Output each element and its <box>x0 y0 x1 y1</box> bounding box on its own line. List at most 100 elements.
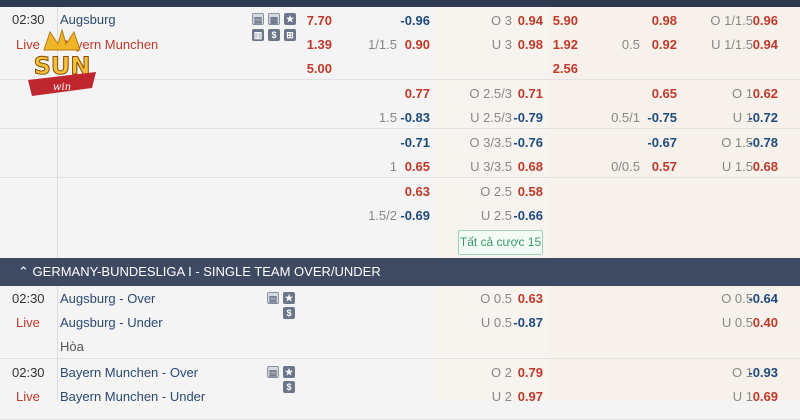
ft-1x2-odds[interactable]: 1.39 <box>306 37 332 52</box>
ft-over-under-odds[interactable]: -0.76 <box>513 135 543 150</box>
ht-handicap-line: 0/0.5 <box>611 159 640 174</box>
ft-over-under-line: O 2 <box>491 365 512 380</box>
ht-handicap-odds[interactable]: 0.65 <box>651 86 677 101</box>
ft-over-under-odds[interactable]: 0.71 <box>517 86 543 101</box>
ft-1x2-odds[interactable]: 7.70 <box>306 13 332 28</box>
ft-handicap-line: 1.5/2 <box>368 208 397 223</box>
ht-over-under-odds[interactable]: 0.68 <box>752 159 778 174</box>
odds-block: 7.70 -0.96 O 3 0.94 5.90 0.98 O 1/1.5 0.96 1.39 1… <box>0 7 800 80</box>
match-time: 02:30 <box>12 12 45 27</box>
ft-over-under-odds[interactable]: 0.94 <box>517 13 543 28</box>
ht-over-under-odds[interactable]: 0.69 <box>752 389 778 404</box>
ft-handicap-odds[interactable]: 0.65 <box>404 159 430 174</box>
odds-row: Hòa <box>0 334 800 358</box>
ft-over-under-odds[interactable]: 0.58 <box>517 184 543 199</box>
ft-handicap-odds[interactable]: -0.83 <box>400 110 430 125</box>
match-match2: 02:30 Live ▤ ★ $ Augsburg - Over O 0.5 0.63… <box>0 286 800 359</box>
ht-over-under-odds[interactable]: 0.94 <box>752 37 778 52</box>
ht-over-under-line: O 0.5 <box>721 291 753 306</box>
star-icon[interactable]: ★ <box>283 292 295 304</box>
ft-1x2-odds[interactable]: 5.00 <box>306 61 332 76</box>
odds-row: 0.77 O 2.5/3 0.71 0.65 O 1 0.62 <box>0 81 800 105</box>
ht-over-under-odds[interactable]: -0.93 <box>748 365 778 380</box>
bar-chart-icon[interactable]: ▥ <box>252 29 264 41</box>
ft-over-under-odds[interactable]: 0.97 <box>517 389 543 404</box>
ht-over-under-odds[interactable]: 0.40 <box>752 315 778 330</box>
ht-1x2-odds[interactable]: 1.92 <box>552 37 578 52</box>
ft-over-under-line: U 2.5 <box>480 208 512 223</box>
ht-over-under-odds[interactable]: -0.78 <box>748 135 778 150</box>
half-time-column-bg <box>550 7 800 400</box>
ft-handicap-odds[interactable]: -0.96 <box>400 13 430 28</box>
ht-over-under-odds[interactable]: -0.72 <box>748 110 778 125</box>
ft-handicap-odds[interactable]: -0.69 <box>400 208 430 223</box>
ft-over-under-odds[interactable]: 0.79 <box>517 365 543 380</box>
dollar-icon[interactable]: $ <box>283 381 295 393</box>
ht-handicap-odds[interactable]: 0.92 <box>651 37 677 52</box>
lineup-icon[interactable]: ⊞ <box>284 29 296 41</box>
away-team[interactable]: Bayern Munchen <box>60 37 159 52</box>
divider <box>57 286 58 400</box>
team-option[interactable]: Hòa <box>60 339 84 354</box>
odds-row: Bayern Munchen - Under U 2 0.97 U 1 0.69 <box>0 384 800 408</box>
live-status: Live <box>16 315 40 330</box>
home-team[interactable]: Augsburg <box>60 12 116 27</box>
ft-over-under-line: U 2.5/3 <box>470 110 512 125</box>
ht-handicap-odds[interactable]: -0.75 <box>647 110 677 125</box>
team-option[interactable]: Bayern Munchen - Under <box>60 389 206 404</box>
scoreboard-icon[interactable]: ▤ <box>252 13 264 25</box>
section-title: GERMANY-BUNDESLIGA I - SINGLE TEAM OVER/… <box>32 264 381 279</box>
ft-over-under-odds[interactable]: 0.63 <box>517 291 543 306</box>
ft-handicap-line: 1 <box>389 159 397 174</box>
top-bar <box>0 0 800 7</box>
ft-over-under-line: O 2.5/3 <box>469 86 512 101</box>
dollar-icon[interactable]: $ <box>283 307 295 319</box>
star-icon[interactable]: ★ <box>284 13 296 25</box>
ft-over-under-odds[interactable]: 0.68 <box>517 159 543 174</box>
ht-handicap-odds[interactable]: 0.57 <box>651 159 677 174</box>
team-option[interactable]: Augsburg - Under <box>60 315 163 330</box>
team-option[interactable]: Bayern Munchen - Over <box>60 365 199 380</box>
ht-over-under-odds[interactable]: -0.64 <box>748 291 778 306</box>
stats-board-icon[interactable]: ▦ <box>268 13 280 25</box>
ht-handicap-line: 0.5 <box>621 37 640 52</box>
odds-row: 0.63 O 2.5 0.58 <box>0 179 800 203</box>
all-bets-button[interactable]: Tất cả cược 15 <box>458 230 543 255</box>
match-time: 02:30 <box>12 365 45 380</box>
team-option[interactable]: Augsburg - Over <box>60 291 156 306</box>
ft-handicap-odds[interactable]: 0.63 <box>404 184 430 199</box>
odds-row: 1 0.65 U 3/3.5 0.68 0/0.5 0.57 U 1.5 0.68 <box>0 154 800 178</box>
ft-over-under-line: U 2 <box>491 389 512 404</box>
ft-handicap-odds[interactable]: 0.90 <box>404 37 430 52</box>
ou-column-bg <box>435 7 550 400</box>
ft-over-under-odds[interactable]: -0.87 <box>513 315 543 330</box>
ht-handicap-odds[interactable]: -0.67 <box>647 135 677 150</box>
ht-over-under-odds[interactable]: 0.62 <box>752 86 778 101</box>
chevron-up-icon: ⌃ <box>18 264 29 279</box>
ht-1x2-odds[interactable]: 2.56 <box>552 61 578 76</box>
ft-over-under-odds[interactable]: 0.98 <box>517 37 543 52</box>
ft-handicap-line: 1/1.5 <box>368 37 397 52</box>
section-header[interactable]: ⌃ GERMANY-BUNDESLIGA I - SINGLE TEAM OVE… <box>0 258 800 286</box>
ft-handicap-odds[interactable]: 0.77 <box>404 86 430 101</box>
ft-over-under-line: U 0.5 <box>480 315 512 330</box>
ht-over-under-line: U 1.5 <box>721 159 753 174</box>
ft-over-under-odds[interactable]: -0.66 <box>513 208 543 223</box>
ft-handicap-odds[interactable]: -0.71 <box>400 135 430 150</box>
ht-over-under-line: O 1 <box>732 86 753 101</box>
ft-over-under-line: O 3 <box>491 13 512 28</box>
ht-over-under-line: O 1/1.5 <box>710 13 753 28</box>
ht-over-under-line: U 1 <box>732 110 753 125</box>
odds-row: 1.5 -0.83 U 2.5/3 -0.79 0.5/1 -0.75 U 1 -0.72 <box>0 105 800 129</box>
svg-text:win: win <box>53 82 71 93</box>
ht-1x2-odds[interactable]: 5.90 <box>552 13 578 28</box>
dollar-icon[interactable]: $ <box>268 29 280 41</box>
scoreboard-icon[interactable]: ▤ <box>267 292 279 304</box>
ht-handicap-line: 0.5/1 <box>611 110 640 125</box>
ht-over-under-odds[interactable]: 0.96 <box>752 13 778 28</box>
star-icon[interactable]: ★ <box>283 366 295 378</box>
scoreboard-icon[interactable]: ▤ <box>267 366 279 378</box>
odds-row: 1.39 1/1.5 0.90 U 3 0.98 1.92 0.5 0.92 U 1/1.5 0.… <box>0 32 800 56</box>
ht-handicap-odds[interactable]: 0.98 <box>651 13 677 28</box>
ft-over-under-odds[interactable]: -0.79 <box>513 110 543 125</box>
